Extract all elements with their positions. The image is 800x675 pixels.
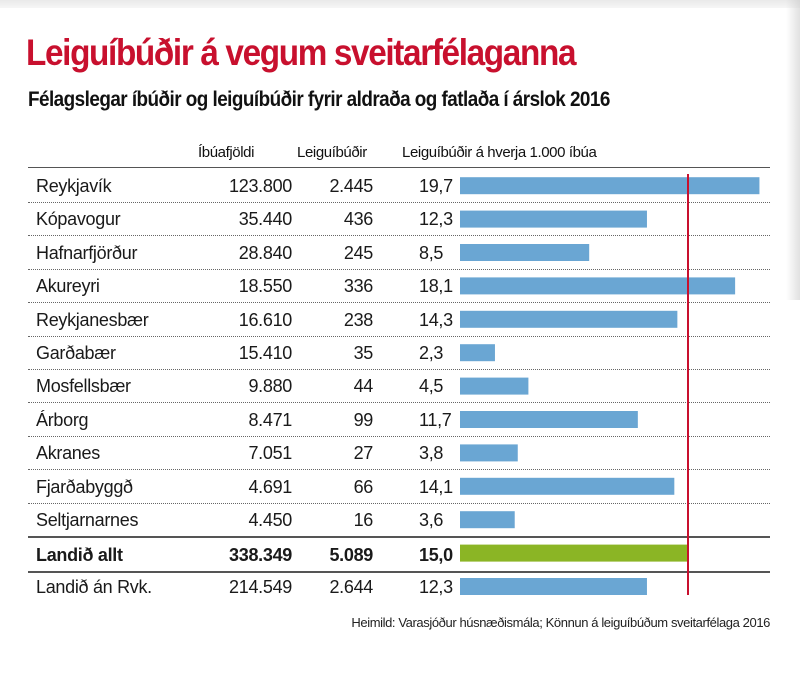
column-header-units: Leiguíbúðir	[297, 144, 367, 161]
row-population: 8.471	[248, 409, 292, 430]
row-name: Reykjanesbær	[36, 309, 149, 330]
row-units: 2.644	[329, 576, 373, 597]
header-rule	[28, 167, 770, 168]
table-row: Seltjarnarnes 4.450 16 3,6	[28, 503, 770, 537]
total-row: Landið allt 338.349 5.089 15,0	[28, 536, 770, 574]
row-population: 4.450	[248, 510, 292, 530]
row-rate: 4,5	[419, 376, 444, 397]
row-units: 66	[353, 476, 374, 497]
row-rate: 11,7	[419, 409, 452, 430]
row-population: 18.550	[238, 276, 293, 297]
row-units: 5.089	[329, 545, 373, 566]
column-header-population: Íbúafjöldi	[198, 144, 255, 161]
row-population: 28.840	[238, 242, 293, 263]
row-population: 35.440	[238, 209, 293, 230]
row-name: Seltjarnarnes	[36, 510, 139, 530]
row-rate: 18,1	[419, 276, 453, 297]
row-rate: 2,3	[419, 343, 444, 363]
row-name: Akranes	[36, 443, 100, 464]
row-units: 35	[353, 343, 374, 363]
row-units: 2.445	[329, 176, 373, 196]
page-edge-shadow	[786, 0, 800, 300]
row-population: 214.549	[229, 576, 292, 597]
row-units: 16	[353, 510, 374, 530]
table-row: Árborg 8.471 99 11,7	[28, 403, 770, 437]
row-rate: 15,0	[419, 545, 453, 566]
row-population: 16.610	[238, 309, 293, 330]
table-row: Hafnarfjörður 28.840 245 8,5	[28, 236, 770, 270]
row-units: 336	[343, 276, 373, 297]
row-name: Mosfellsbær	[36, 376, 131, 397]
row-rate: 3,6	[419, 510, 444, 530]
row-rate: 12,3	[419, 576, 453, 597]
table-row: Garðabær 15.410 35 2,3	[28, 336, 770, 370]
row-name: Landið allt	[36, 545, 123, 566]
table-row: Akranes 7.051 27 3,8	[28, 436, 770, 471]
row-rate: 19,7	[419, 176, 453, 196]
row-name: Reykjavík	[36, 176, 112, 196]
row-name: Garðabær	[36, 343, 116, 363]
column-header-rate: Leiguíbúðir á hverja 1.000 íbúa	[402, 144, 597, 161]
chart-subtitle: Félagslegar íbúðir og leiguíbúðir fyrir …	[28, 88, 610, 111]
chart-title: Leiguíbúðir á vegum sveitarfélaganna	[26, 32, 576, 73]
row-rate: 14,1	[419, 476, 453, 497]
table-row: Fjarðabyggð 4.691 66 14,1	[28, 470, 770, 504]
table-row: Reykjavík 123.800 2.445 19,7	[28, 169, 770, 203]
row-units: 27	[353, 443, 374, 464]
table-row: Akureyri 18.550 336 18,1	[28, 269, 770, 304]
row-population: 338.349	[229, 545, 292, 566]
row-population: 9.880	[248, 376, 292, 397]
table-row: Mosfellsbær 9.880 44 4,5	[28, 369, 770, 404]
row-population: 7.051	[248, 443, 292, 464]
source-note: Heimild: Varasjóður húsnæðismála; Könnun…	[351, 615, 770, 630]
row-name: Kópavogur	[36, 209, 121, 230]
table-row: Landið án Rvk. 214.549 2.644 12,3	[28, 570, 770, 603]
row-rate: 8,5	[419, 242, 444, 263]
row-name: Fjarðabyggð	[36, 476, 133, 497]
row-units: 238	[343, 309, 373, 330]
row-population: 4.691	[248, 476, 292, 497]
row-units: 436	[343, 209, 373, 230]
table-row: Reykjanesbær 16.610 238 14,3	[28, 303, 770, 337]
row-rate: 14,3	[419, 309, 453, 330]
row-units: 245	[343, 242, 373, 263]
row-units: 99	[353, 409, 374, 430]
row-name: Árborg	[36, 409, 89, 430]
row-rate: 12,3	[419, 209, 453, 230]
row-name: Landið án Rvk.	[36, 576, 152, 597]
top-strip	[0, 0, 800, 8]
row-rate: 3,8	[419, 443, 444, 464]
row-name: Akureyri	[36, 276, 100, 297]
table-row: Kópavogur 35.440 436 12,3	[28, 202, 770, 237]
row-units: 44	[353, 376, 374, 397]
row-population: 15.410	[238, 343, 293, 363]
row-population: 123.800	[229, 176, 292, 196]
row-name: Hafnarfjörður	[36, 242, 138, 263]
